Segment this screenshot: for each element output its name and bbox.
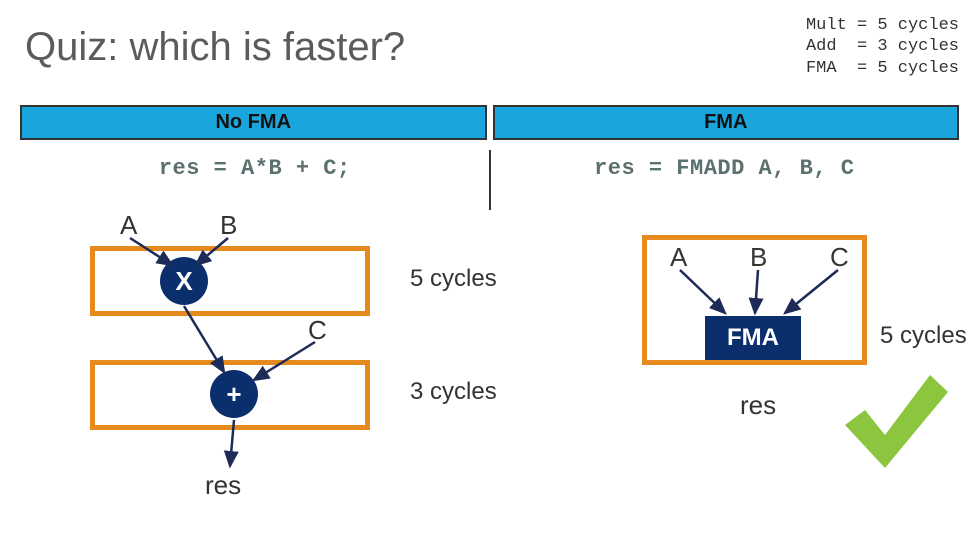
res-label-right: res xyxy=(740,390,776,421)
var-a: A xyxy=(120,210,137,241)
code-fma: res = FMADD A, B, C xyxy=(490,156,960,181)
res-label-left: res xyxy=(205,470,241,501)
checkmark-icon xyxy=(830,360,950,480)
comparison-header: No FMA FMA xyxy=(20,105,959,140)
mult-stage-box xyxy=(90,246,370,316)
no-fma-diagram: A B X C + res 5 cycles 3 cycles xyxy=(90,210,510,530)
fma-cycles: 5 cycles xyxy=(880,322,967,350)
var-c: C xyxy=(308,315,327,346)
mult-op: X xyxy=(160,257,208,305)
timing-legend: Mult = 5 cycles Add = 3 cycles FMA = 5 c… xyxy=(806,15,959,79)
code-no-fma: res = A*B + C; xyxy=(20,156,490,181)
add-op: + xyxy=(210,370,258,418)
mult-cycles: 5 cycles xyxy=(410,265,497,293)
fma-op: FMA xyxy=(705,316,801,360)
slide-title: Quiz: which is faster? xyxy=(25,25,405,70)
vertical-separator xyxy=(489,150,491,210)
add-cycles: 3 cycles xyxy=(410,378,497,406)
fma-diagram: A B C FMA res 5 cycles xyxy=(650,210,970,490)
var-b: B xyxy=(220,210,237,241)
header-fma: FMA xyxy=(493,105,960,140)
header-no-fma: No FMA xyxy=(20,105,487,140)
